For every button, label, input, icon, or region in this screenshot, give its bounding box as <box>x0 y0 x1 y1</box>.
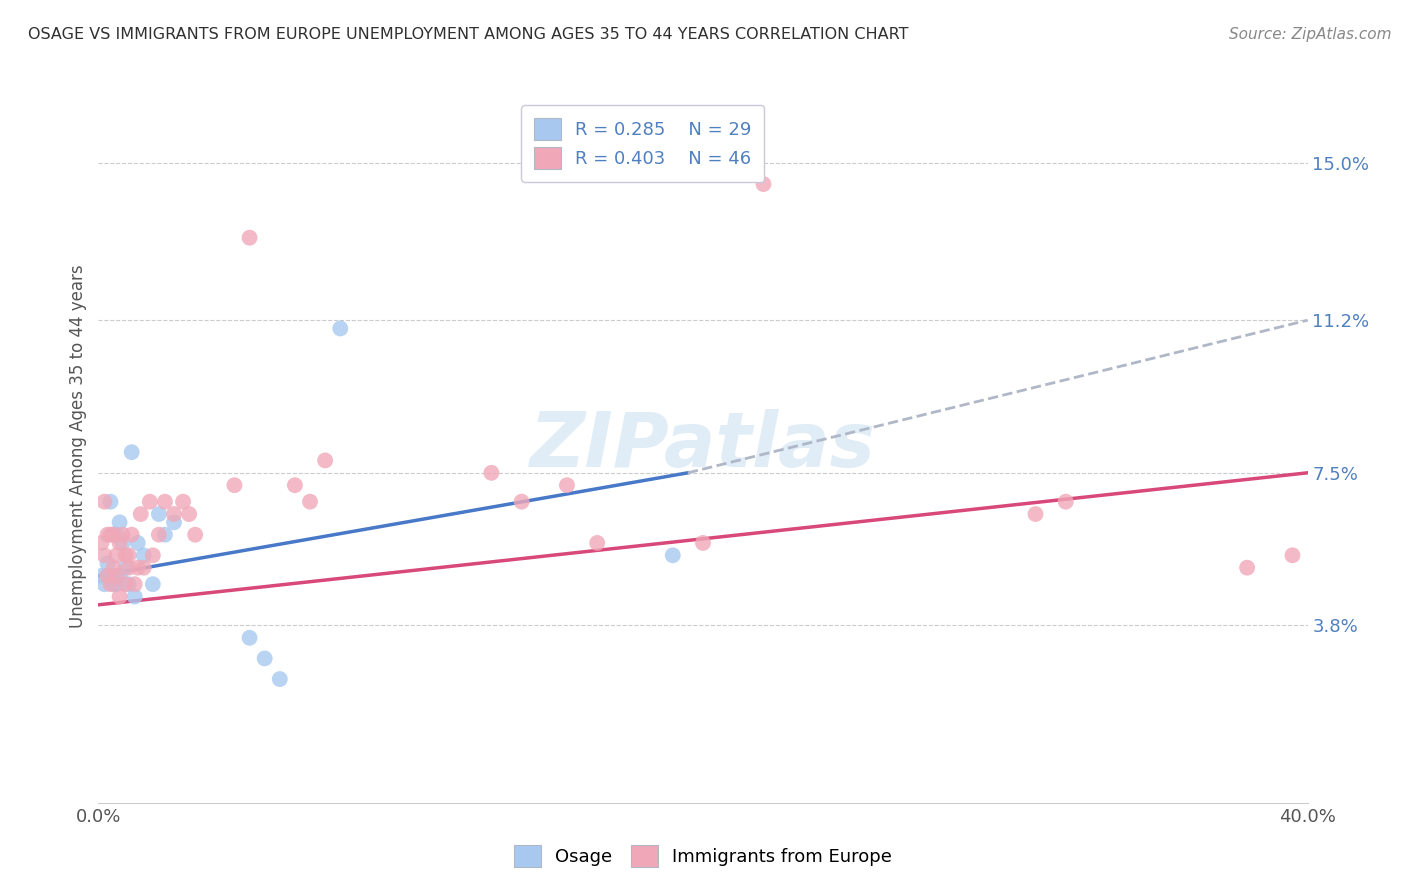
Point <box>163 507 186 521</box>
Legend: Osage, Immigrants from Europe: Osage, Immigrants from Europe <box>506 838 900 874</box>
Point <box>284 478 307 492</box>
Point <box>1024 507 1046 521</box>
Point <box>124 590 146 604</box>
Point <box>90 536 112 550</box>
Point <box>108 516 131 530</box>
Point <box>153 527 176 541</box>
Point <box>96 569 118 583</box>
Point <box>184 527 207 541</box>
Point <box>239 631 262 645</box>
Point <box>129 507 152 521</box>
Point <box>163 516 186 530</box>
Point <box>118 560 141 574</box>
Point <box>142 549 165 563</box>
Point <box>105 527 128 541</box>
Point <box>124 577 146 591</box>
Point <box>103 560 125 574</box>
Point <box>108 536 131 550</box>
Point <box>108 569 131 583</box>
Point <box>153 494 176 508</box>
Point <box>103 527 125 541</box>
Point <box>100 494 122 508</box>
Point <box>329 321 352 335</box>
Point <box>114 549 136 563</box>
Point <box>114 577 136 591</box>
Point <box>148 527 170 541</box>
Point <box>118 549 141 563</box>
Point <box>752 177 775 191</box>
Point <box>127 560 149 574</box>
Point <box>118 577 141 591</box>
Point <box>555 478 578 492</box>
Point <box>142 577 165 591</box>
Point <box>121 527 143 541</box>
Text: ZIPatlas: ZIPatlas <box>530 409 876 483</box>
Point <box>93 549 115 563</box>
Point <box>96 569 118 583</box>
Point <box>661 549 683 563</box>
Point <box>139 494 162 508</box>
Point <box>132 549 155 563</box>
Point <box>93 494 115 508</box>
Point <box>1236 560 1258 574</box>
Point <box>111 536 134 550</box>
Point <box>100 527 122 541</box>
Point <box>510 494 533 508</box>
Point <box>299 494 322 508</box>
Point <box>148 507 170 521</box>
Point <box>172 494 194 508</box>
Point <box>253 651 276 665</box>
Point <box>269 672 291 686</box>
Point <box>105 569 128 583</box>
Text: Source: ZipAtlas.com: Source: ZipAtlas.com <box>1229 27 1392 42</box>
Point <box>314 453 336 467</box>
Point <box>114 560 136 574</box>
Y-axis label: Unemployment Among Ages 35 to 44 years: Unemployment Among Ages 35 to 44 years <box>69 264 87 628</box>
Point <box>96 557 118 571</box>
Legend: R = 0.285    N = 29, R = 0.403    N = 46: R = 0.285 N = 29, R = 0.403 N = 46 <box>522 105 763 182</box>
Point <box>90 569 112 583</box>
Point <box>111 527 134 541</box>
Point <box>103 527 125 541</box>
Point <box>121 445 143 459</box>
Point <box>103 577 125 591</box>
Point <box>179 507 201 521</box>
Point <box>100 577 122 591</box>
Point <box>239 230 262 244</box>
Point <box>692 536 714 550</box>
Point <box>105 549 128 563</box>
Point <box>1054 494 1077 508</box>
Point <box>481 466 503 480</box>
Point <box>100 569 122 583</box>
Point <box>105 569 128 583</box>
Point <box>224 478 246 492</box>
Point <box>132 560 155 574</box>
Point <box>1281 549 1303 563</box>
Point <box>93 577 115 591</box>
Point <box>127 536 149 550</box>
Text: OSAGE VS IMMIGRANTS FROM EUROPE UNEMPLOYMENT AMONG AGES 35 TO 44 YEARS CORRELATI: OSAGE VS IMMIGRANTS FROM EUROPE UNEMPLOY… <box>28 27 908 42</box>
Point <box>96 527 118 541</box>
Point <box>586 536 609 550</box>
Point <box>105 577 128 591</box>
Point <box>108 590 131 604</box>
